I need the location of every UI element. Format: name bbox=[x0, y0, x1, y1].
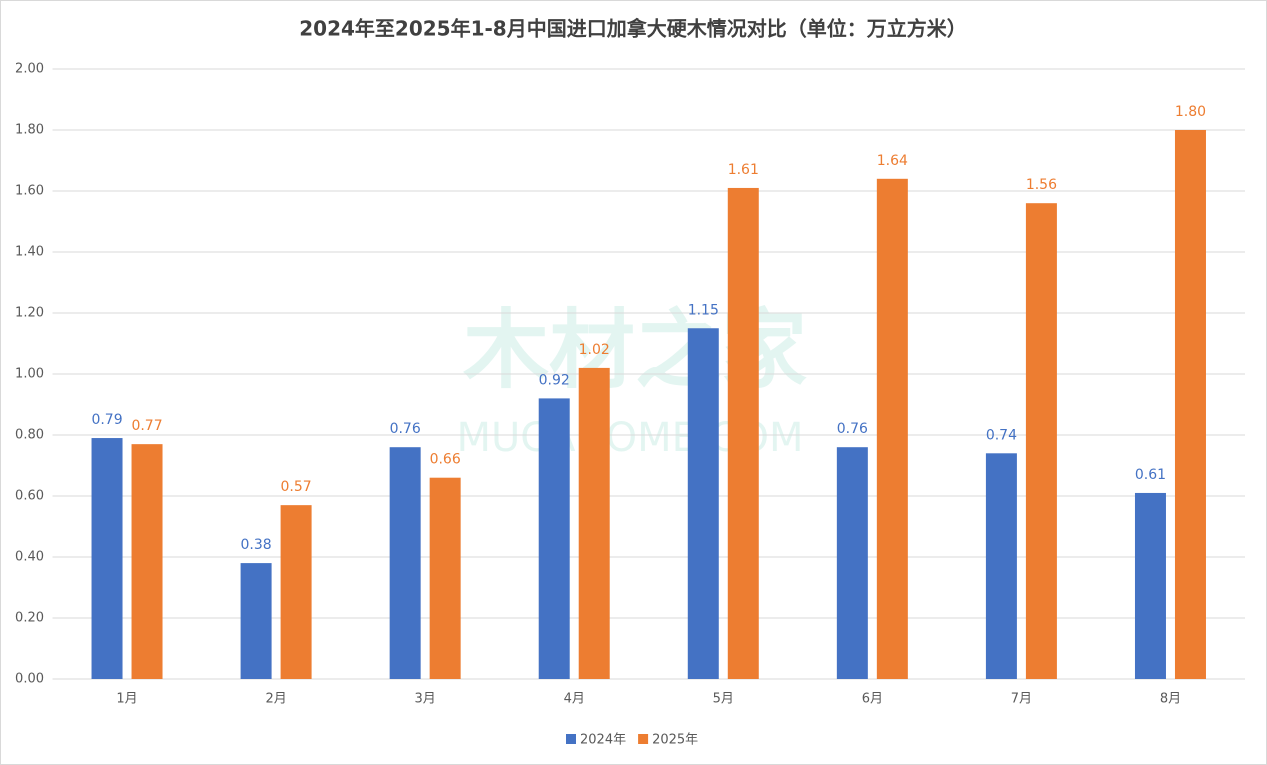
data-label: 1.15 bbox=[688, 302, 719, 318]
bar bbox=[240, 563, 272, 679]
bar bbox=[131, 444, 163, 679]
data-label: 0.79 bbox=[91, 412, 122, 428]
data-label: 0.61 bbox=[1135, 467, 1166, 483]
bar bbox=[538, 398, 570, 679]
y-tick-label: 1.60 bbox=[15, 184, 44, 199]
x-tick-label: 4月 bbox=[564, 692, 585, 707]
data-label: 1.64 bbox=[877, 153, 908, 169]
data-label: 0.74 bbox=[986, 427, 1017, 443]
legend-swatch bbox=[566, 734, 576, 744]
x-tick-label: 1月 bbox=[116, 692, 137, 707]
legend-label: 2025年 bbox=[652, 733, 698, 748]
y-tick-label: 1.20 bbox=[15, 306, 44, 321]
bar bbox=[578, 367, 610, 679]
data-label: 1.56 bbox=[1026, 177, 1057, 193]
y-tick-label: 1.80 bbox=[15, 123, 44, 138]
bar bbox=[280, 505, 312, 679]
bar bbox=[429, 477, 461, 679]
x-tick-label: 3月 bbox=[415, 692, 436, 707]
bar bbox=[836, 447, 868, 679]
legend-label: 2024年 bbox=[580, 733, 626, 748]
data-label: 1.61 bbox=[728, 162, 759, 178]
bar bbox=[985, 453, 1017, 679]
y-tick-label: 2.00 bbox=[15, 62, 44, 77]
x-tick-label: 6月 bbox=[862, 692, 883, 707]
bar bbox=[687, 328, 719, 679]
y-tick-label: 0.60 bbox=[15, 489, 44, 504]
data-label: 0.76 bbox=[837, 421, 868, 437]
y-tick-label: 0.80 bbox=[15, 428, 44, 443]
data-label: 0.57 bbox=[281, 479, 312, 495]
x-tick-label: 8月 bbox=[1160, 692, 1181, 707]
y-tick-label: 0.20 bbox=[15, 611, 44, 626]
bar bbox=[1025, 203, 1057, 679]
x-tick-label: 5月 bbox=[713, 692, 734, 707]
data-label: 1.80 bbox=[1175, 104, 1206, 120]
data-label: 0.92 bbox=[539, 372, 570, 388]
y-tick-label: 0.00 bbox=[15, 672, 44, 687]
x-tick-label: 7月 bbox=[1011, 692, 1032, 707]
legend-swatch bbox=[638, 734, 649, 744]
bar bbox=[1174, 130, 1206, 679]
bar bbox=[91, 438, 123, 679]
data-label: 0.77 bbox=[131, 418, 162, 434]
bar bbox=[1134, 492, 1166, 679]
x-tick-label: 2月 bbox=[265, 692, 286, 707]
data-label: 1.02 bbox=[579, 342, 610, 358]
bar bbox=[727, 187, 759, 679]
y-tick-label: 1.40 bbox=[15, 245, 44, 260]
y-tick-label: 1.00 bbox=[15, 367, 44, 382]
data-label: 0.38 bbox=[241, 537, 272, 553]
bar bbox=[876, 178, 908, 680]
bar bbox=[389, 447, 421, 679]
data-label: 0.66 bbox=[430, 452, 461, 468]
y-tick-label: 0.40 bbox=[15, 550, 44, 565]
chart-title: 2024年至2025年1-8月中国进口加拿大硬木情况对比（单位：万立方米） bbox=[299, 17, 966, 41]
data-label: 0.76 bbox=[390, 421, 421, 437]
